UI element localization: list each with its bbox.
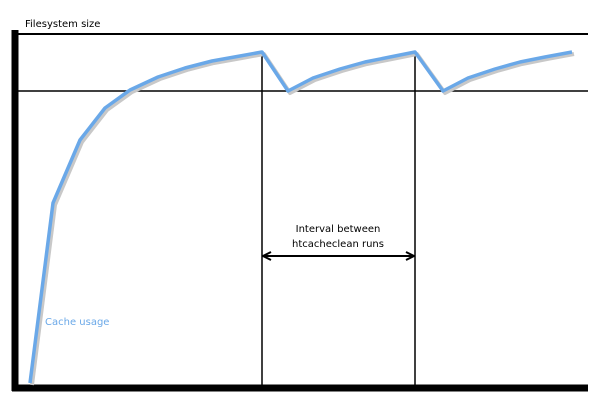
cache-usage-curve	[28, 50, 573, 384]
y-axis-label: Filesystem size	[25, 19, 100, 30]
curve-label: Cache usage	[45, 317, 109, 328]
interval-label: Interval between	[296, 224, 381, 235]
interval-label: htcacheclean runs	[292, 239, 384, 250]
curve-shadow	[30, 52, 575, 386]
